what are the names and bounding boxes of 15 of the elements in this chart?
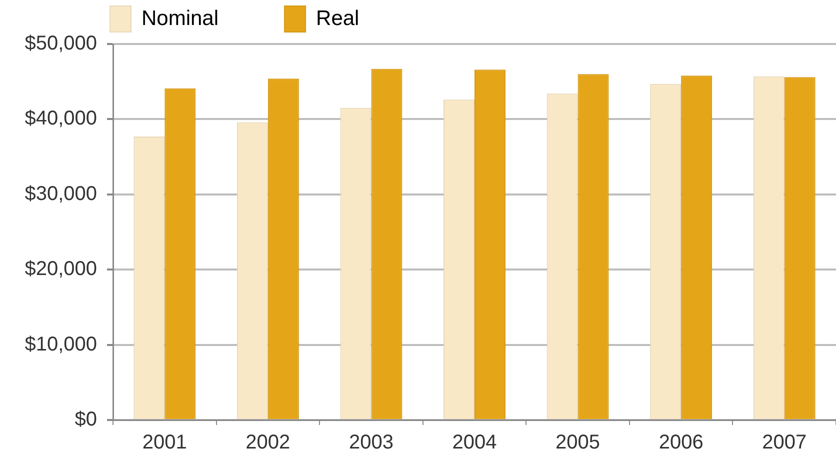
x-tick-label: 2001: [142, 432, 187, 454]
x-tick-label: 2004: [452, 432, 497, 454]
x-tick-label: 2006: [658, 432, 704, 454]
x-tick-label: 2003: [348, 432, 394, 454]
x-tick-label: 2005: [556, 432, 600, 454]
y-tick-label: $0: [74, 408, 97, 431]
y-tick-label: $30,000: [24, 182, 97, 205]
y-tick-label: $40,000: [24, 108, 97, 130]
y-tick-label: $20,000: [24, 258, 97, 280]
y-tick-label: $50,000: [24, 32, 97, 55]
y-tick-label: $10,000: [24, 333, 97, 356]
x-tick-label: 2002: [246, 432, 290, 454]
legend-label: Real: [316, 6, 360, 30]
x-tick-label: 2007: [762, 432, 807, 454]
legend-label: Nominal: [142, 6, 219, 30]
